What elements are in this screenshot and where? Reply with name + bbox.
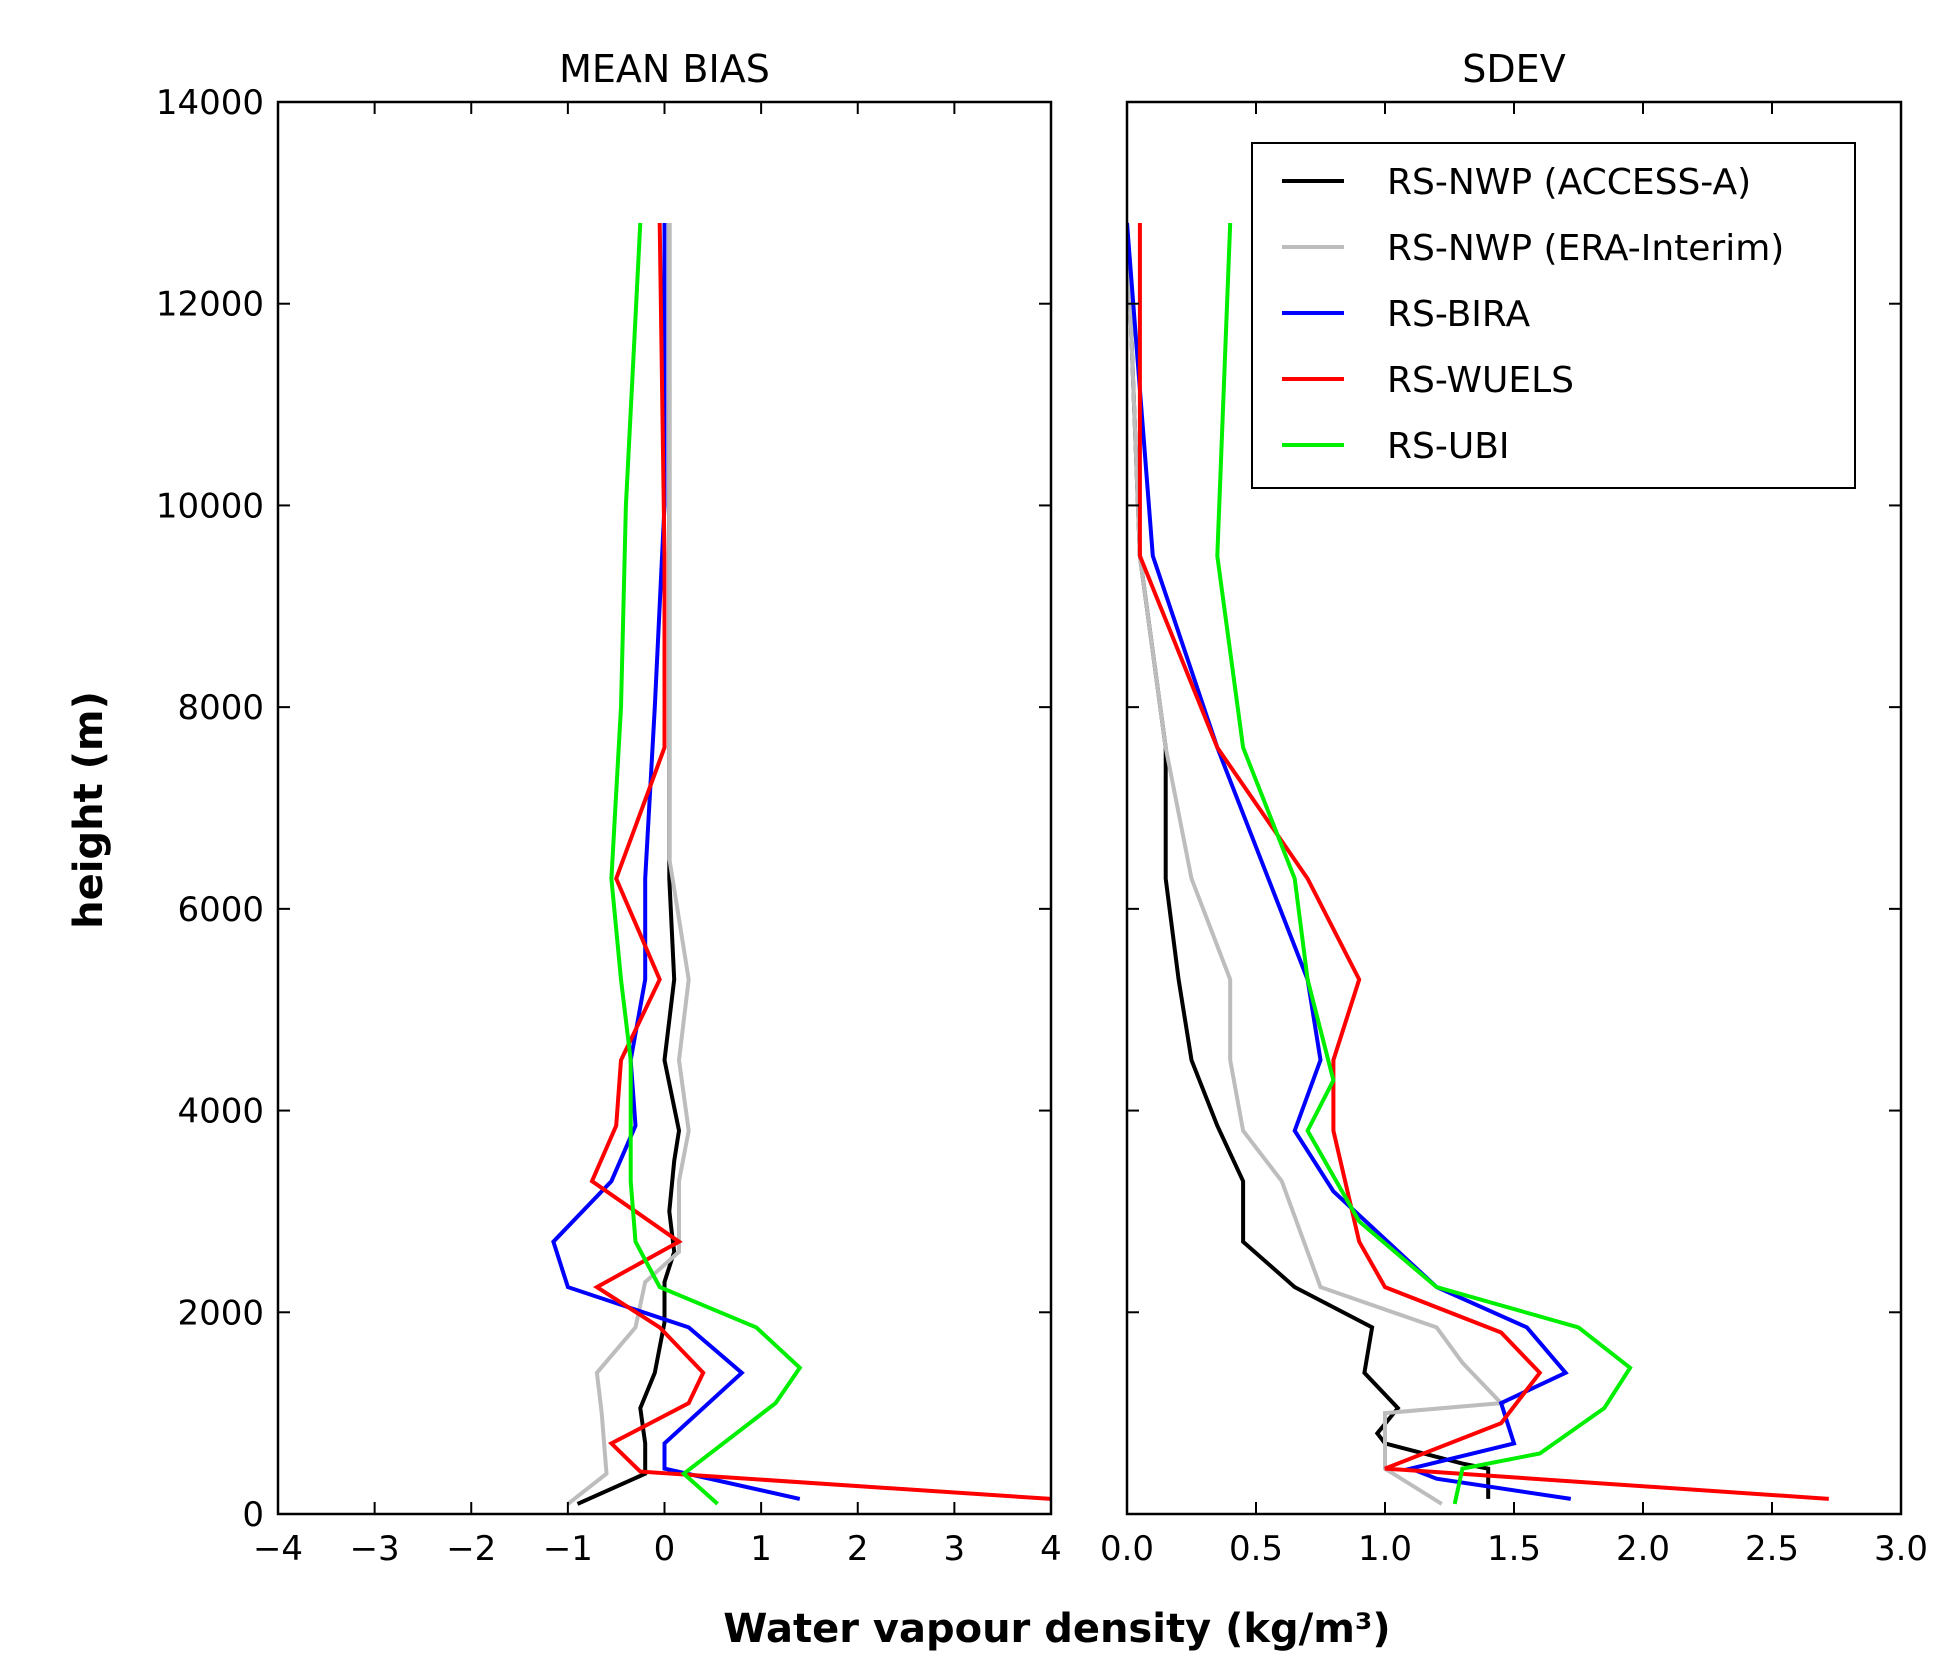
series-group <box>1127 222 1829 1506</box>
series-line-rs-nwp-era-interim <box>1127 222 1506 1506</box>
legend-label-rs-nwp-era-interim: RS-NWP (ERA-Interim) <box>1387 228 1784 269</box>
y-tick-label: 8000 <box>177 688 264 728</box>
x-tick-label: −3 <box>350 1529 400 1569</box>
x-tick-label: 3 <box>944 1529 966 1569</box>
x-tick-label: 2.0 <box>1616 1529 1670 1569</box>
x-tick-label: 1.0 <box>1358 1529 1412 1569</box>
x-axis-label: Water vapour density (kg/m³) <box>723 1606 1390 1652</box>
legend-label-rs-bira: RS-BIRA <box>1387 294 1530 335</box>
x-tick-label: 3.0 <box>1874 1529 1928 1569</box>
x-tick-label: 0.0 <box>1100 1529 1154 1569</box>
panel-title: MEAN BIAS <box>559 47 770 91</box>
x-tick-label: −4 <box>253 1529 303 1569</box>
y-tick-label: 12000 <box>156 285 264 325</box>
y-tick-label: 2000 <box>177 1293 264 1333</box>
legend-label-rs-nwp-access-a: RS-NWP (ACCESS-A) <box>1387 162 1751 203</box>
x-tick-label: −1 <box>543 1529 593 1569</box>
y-tick-label: 10000 <box>156 486 264 526</box>
series-line-rs-bira <box>551 223 801 1501</box>
x-tick-label: 1.5 <box>1487 1529 1541 1569</box>
y-axis-label: height (m) <box>66 691 112 929</box>
x-tick-label: 2 <box>847 1529 869 1569</box>
mean-bias-panel: MEAN BIAS −4 −3 −2 −1 0 1 2 3 4 0 2000 4000 6000 8000 1… <box>156 47 1062 1569</box>
x-tick-label: 2.5 <box>1745 1529 1799 1569</box>
x-tick-label: 0 <box>654 1529 676 1569</box>
y-tick-label: 14000 <box>156 83 264 123</box>
panel-title: SDEV <box>1462 47 1565 91</box>
legend: RS-NWP (ACCESS-A) RS-NWP (ERA-Interim) RS-… <box>1251 142 1856 489</box>
series-group <box>551 222 1051 1506</box>
y-tick-label: 6000 <box>177 890 264 930</box>
series-line-rs-wuels <box>1137 223 1829 1501</box>
series-line-rs-ubi <box>609 222 803 1506</box>
x-tick-label: 0.5 <box>1229 1529 1283 1569</box>
series-line-rs-ubi <box>1215 222 1633 1505</box>
x-tick-label: 4 <box>1040 1529 1062 1569</box>
y-tick-label: 0 <box>242 1495 264 1535</box>
sdev-panel: SDEV 0.0 0.5 1.0 1.5 2.0 2.5 3.0 RS-NWP (ACCESS-… <box>1100 47 1928 1569</box>
legend-label-rs-wuels: RS-WUELS <box>1387 360 1574 401</box>
series-line-rs-wuels <box>589 222 1051 1501</box>
legend-box <box>1251 142 1856 489</box>
legend-label-rs-ubi: RS-UBI <box>1387 426 1510 467</box>
x-tick-label: −2 <box>446 1529 496 1569</box>
y-tick-label: 4000 <box>177 1092 264 1132</box>
x-tick-label: 1 <box>750 1529 772 1569</box>
series-line-rs-nwp-access-a <box>1127 222 1491 1499</box>
series-line-rs-nwp-era-interim <box>566 223 691 1506</box>
